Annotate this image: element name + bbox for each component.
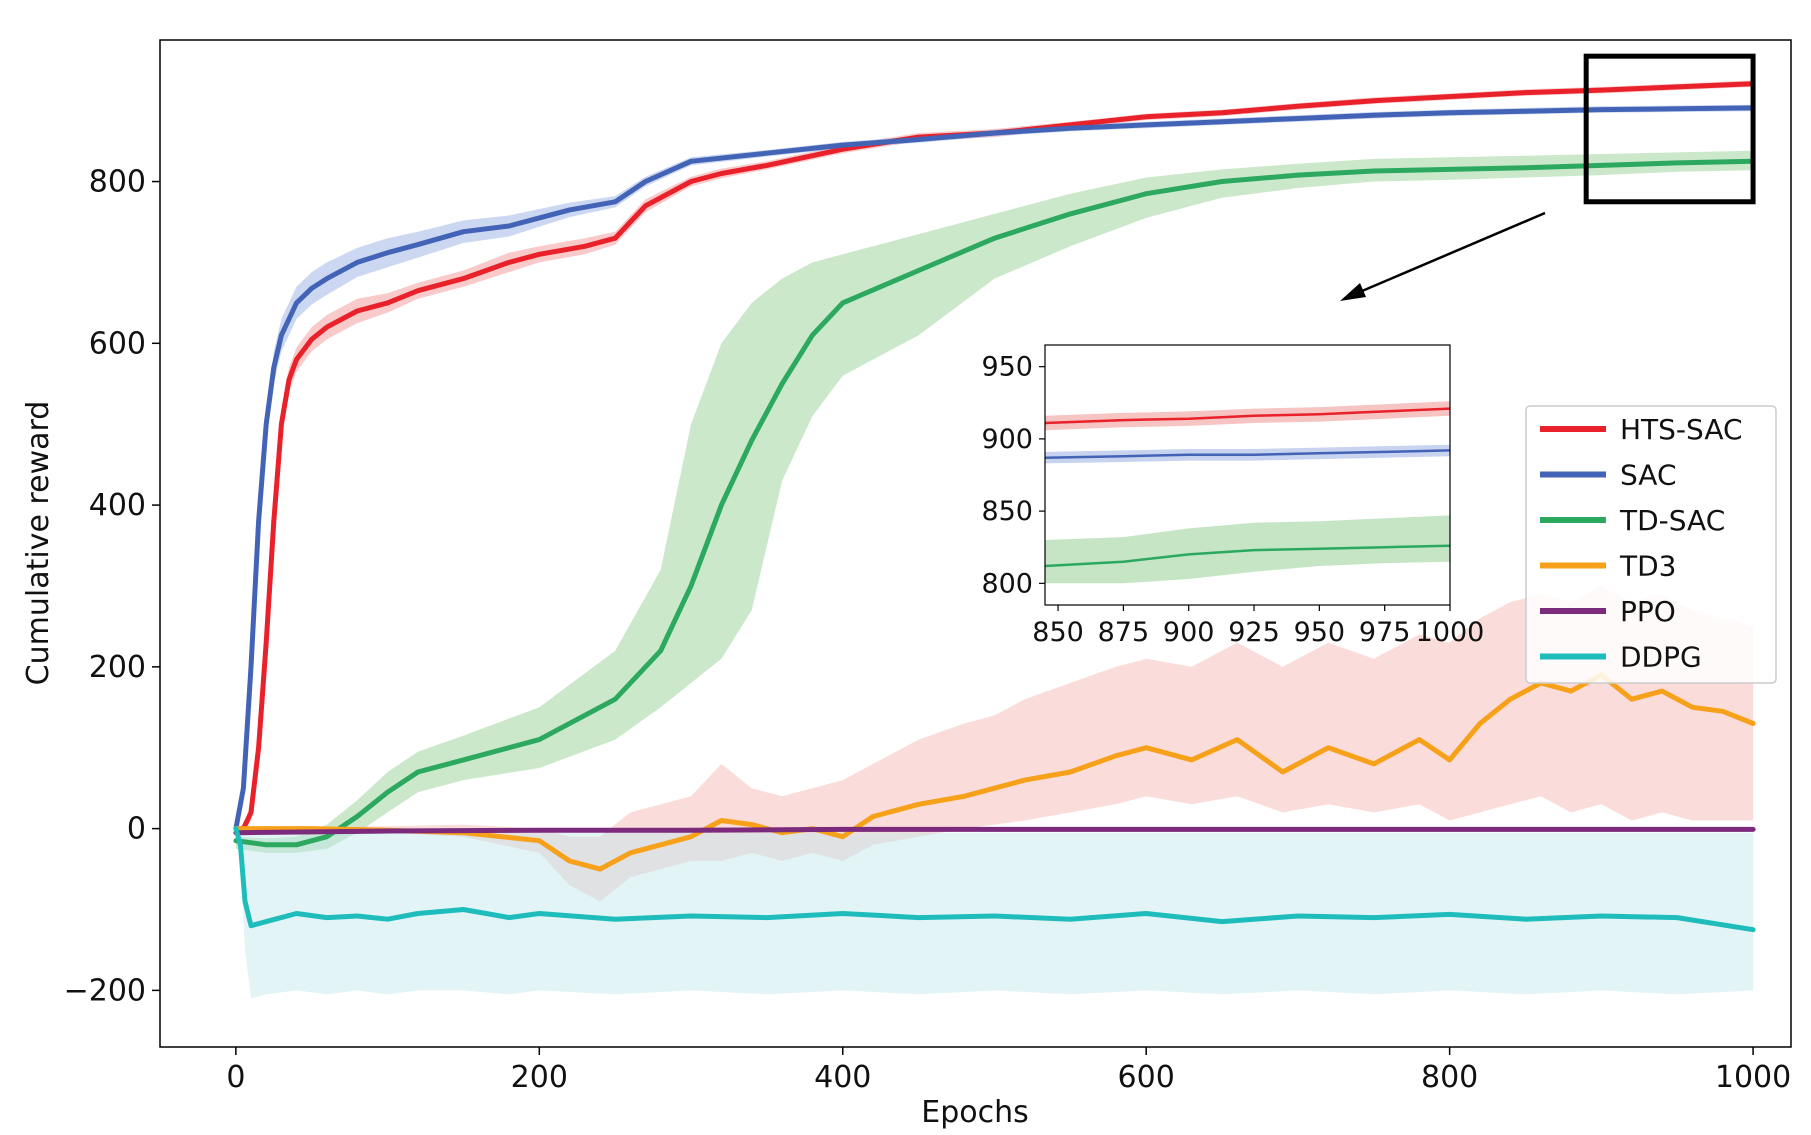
band-td3 xyxy=(235,586,1754,902)
inset-line-hts-sac xyxy=(1045,407,1450,425)
series-line-td-sac xyxy=(233,158,1756,848)
inset-x-tick-label: 975 xyxy=(1359,617,1411,648)
legend-label-td3: TD3 xyxy=(1619,550,1676,583)
x-tick-label: 0 xyxy=(226,1060,245,1095)
zoom-arrow xyxy=(1347,211,1546,299)
main-lines xyxy=(233,81,1756,933)
inset-line-sac xyxy=(1045,449,1450,459)
x-tick-label: 600 xyxy=(1118,1060,1175,1095)
x-tick-label: 800 xyxy=(1421,1060,1478,1095)
zoom-highlight-box xyxy=(1583,53,1756,205)
legend-label-ppo: PPO xyxy=(1620,595,1676,628)
x-tick-label: 400 xyxy=(814,1060,871,1095)
inset-line-td-sac xyxy=(1045,544,1450,568)
inset-x-tick-label: 925 xyxy=(1228,617,1280,648)
inset-y-tick-label: 950 xyxy=(981,352,1033,383)
legend-items: HTS-SAC SAC TD-SAC TD3 PPO DDPG xyxy=(1540,413,1743,674)
series-line-ddpg xyxy=(233,826,1756,933)
band-td-sac xyxy=(235,150,1754,853)
legend-label-hts-sac: HTS-SAC xyxy=(1620,413,1743,446)
x-tick-label: 1000 xyxy=(1715,1060,1791,1095)
inset-x-tick-label: 1000 xyxy=(1416,617,1485,648)
inset-x-tick-label: 950 xyxy=(1294,617,1346,648)
inset-ticks: 850 875 900 925 950 975 1000 800 850 900 950 xyxy=(981,352,1484,648)
y-tick-label: 0 xyxy=(127,812,146,847)
series-line-sac xyxy=(233,105,1756,832)
series-line-ppo xyxy=(233,826,1756,836)
series-line-hts-sac xyxy=(233,81,1756,832)
inset-y-tick-label: 850 xyxy=(981,496,1033,527)
inset-y-tick-label: 800 xyxy=(981,568,1033,599)
y-tick-label: 400 xyxy=(89,488,146,523)
main-plot-frame xyxy=(159,39,1792,1048)
inset-x-tick-label: 900 xyxy=(1163,617,1215,648)
legend-label-td-sac: TD-SAC xyxy=(1619,504,1725,537)
inset-x-tick-label: 850 xyxy=(1032,617,1084,648)
legend: HTS-SAC SAC TD-SAC TD3 PPO DDPG xyxy=(1525,405,1777,684)
main-ticks: 0 200 400 600 800 1000 −200 0 200 400 600 800 xyxy=(64,165,1792,1095)
y-tick-label: 600 xyxy=(89,326,146,361)
inset-plot-frame xyxy=(1044,344,1451,606)
zoom-arrow-head xyxy=(1340,283,1366,301)
x-axis-label: Epochs xyxy=(921,1095,1029,1130)
legend-label-ddpg: DDPG xyxy=(1620,641,1702,674)
y-axis-label: Cumulative reward xyxy=(21,401,56,686)
y-tick-label: 800 xyxy=(89,165,146,200)
legend-label-sac: SAC xyxy=(1620,459,1677,492)
series-line-td3 xyxy=(233,672,1756,872)
y-tick-label: 200 xyxy=(89,650,146,685)
inset-x-tick-label: 875 xyxy=(1098,617,1150,648)
inset-lines xyxy=(1045,407,1450,568)
inset-y-tick-label: 900 xyxy=(981,424,1033,455)
x-tick-label: 200 xyxy=(511,1060,568,1095)
y-tick-label: −200 xyxy=(64,973,146,1008)
